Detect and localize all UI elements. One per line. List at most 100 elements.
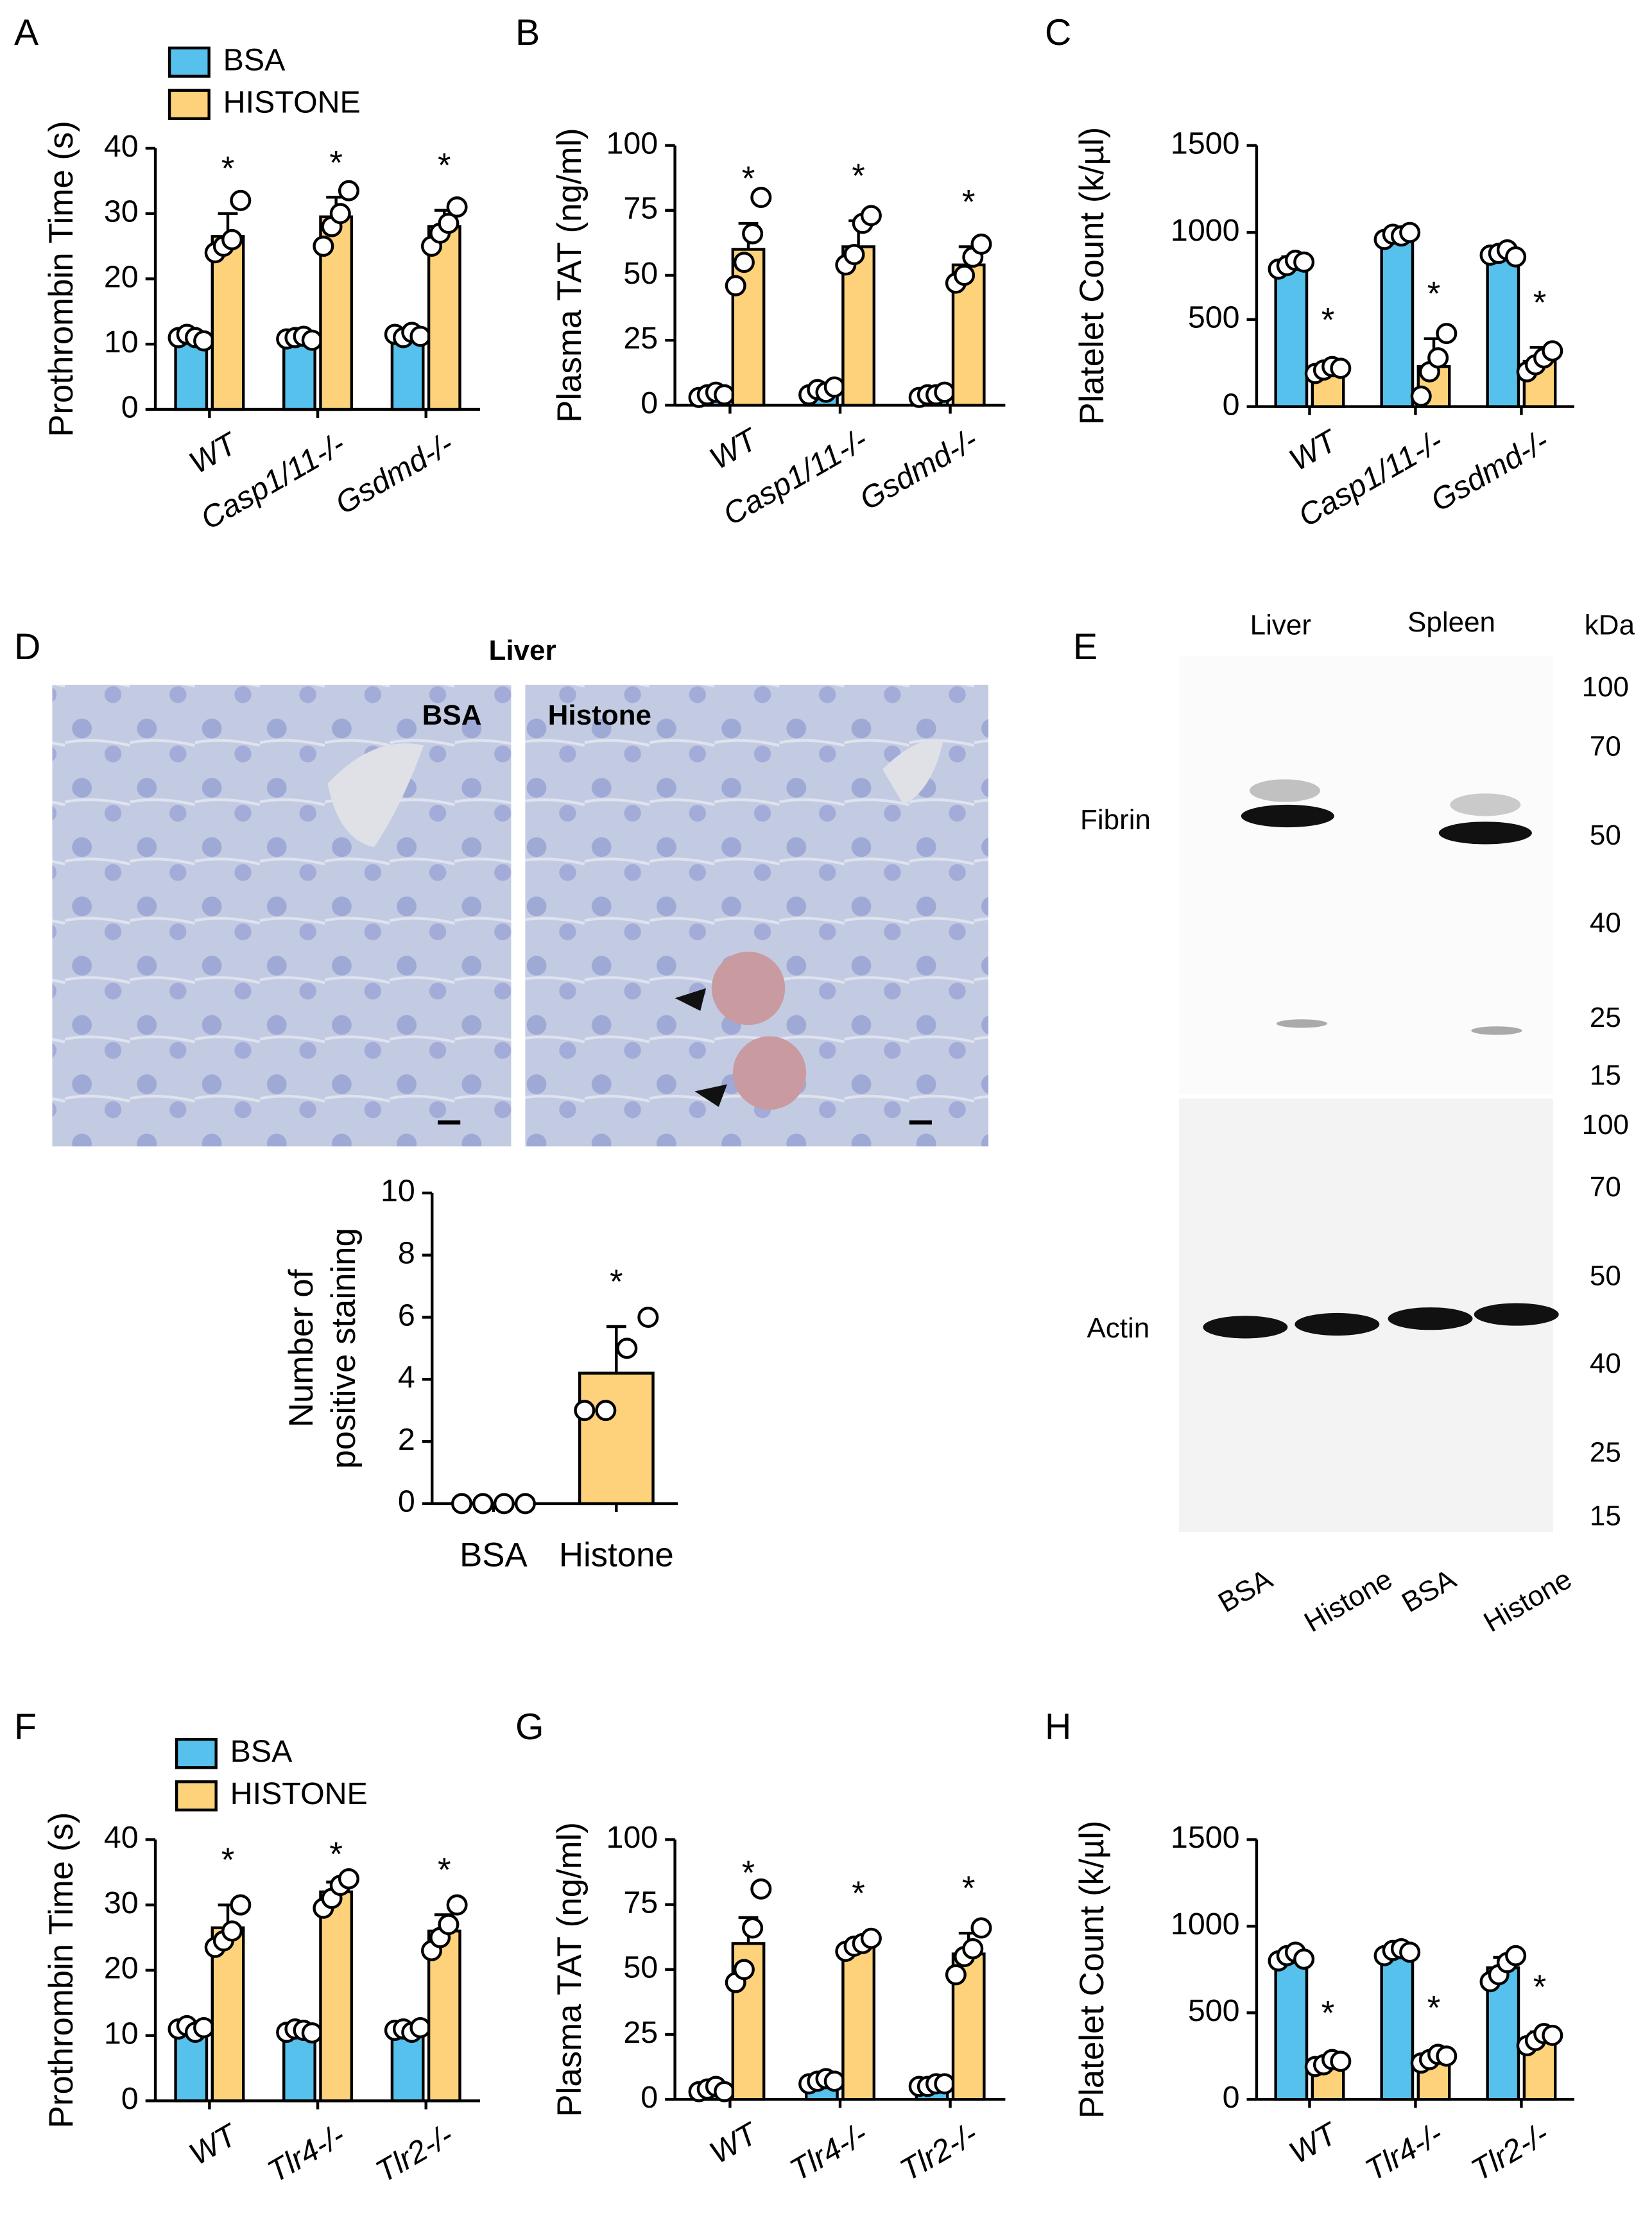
marker-label: 100	[1582, 1109, 1629, 1140]
y-axis-label: Prothrombin Time (s)	[42, 1812, 80, 2129]
legend-swatch	[175, 1780, 218, 1812]
marker-label: 100	[1582, 671, 1629, 703]
y-axis-label: Prothrombin Time (s)	[42, 121, 80, 437]
data-point	[1330, 2050, 1352, 2072]
band	[1295, 1312, 1380, 1336]
panel-label: H	[1045, 1706, 1071, 1748]
significance-mark: *	[962, 183, 976, 221]
tissue-label: Liver	[1250, 609, 1311, 640]
data-point	[1542, 2024, 1563, 2046]
data-point	[1293, 251, 1315, 273]
y-axis-label: Platelet Count (k/µl)	[1073, 127, 1111, 426]
data-point	[1505, 1945, 1527, 1966]
x-tick-label: WT	[704, 2115, 765, 2171]
data-point	[472, 1493, 494, 1515]
y-tick-label: 30	[104, 1886, 139, 1920]
data-point	[934, 381, 956, 403]
bar	[731, 248, 766, 407]
data-point	[1505, 246, 1527, 268]
data-point	[1542, 340, 1563, 362]
data-point	[409, 325, 431, 347]
y-tick-label: 40	[104, 1820, 139, 1855]
marker-label: 70	[1590, 1171, 1621, 1203]
error-bar	[606, 1325, 626, 1373]
significance-mark: *	[852, 1875, 865, 1913]
data-point	[1436, 323, 1458, 345]
data-point	[446, 196, 468, 218]
blot-membrane	[1178, 656, 1553, 1094]
panel-label: G	[515, 1706, 544, 1748]
x-tick-label: Tlr2-/-	[1465, 2117, 1554, 2188]
x-tick-label: WT	[184, 2117, 245, 2172]
significance-mark: *	[1533, 284, 1547, 322]
data-point	[1293, 1948, 1315, 1970]
y-axis-label: Number of	[282, 1269, 320, 1427]
data-point	[493, 1493, 515, 1515]
lane-label: Histone	[1478, 1563, 1577, 1638]
data-point	[742, 1917, 764, 1939]
data-point	[725, 275, 746, 297]
marker-label: 50	[1590, 1260, 1621, 1292]
histology-title: Liver	[488, 635, 556, 666]
y-tick-label: 6	[398, 1298, 415, 1332]
data-point	[843, 244, 865, 266]
data-point	[338, 180, 359, 202]
stain-blob	[711, 951, 786, 1026]
data-point	[595, 1400, 617, 1422]
band	[1438, 821, 1532, 845]
bar	[1274, 262, 1309, 408]
band	[1474, 1303, 1559, 1326]
panel-label: C	[1045, 12, 1071, 53]
data-point	[616, 1337, 638, 1359]
significance-mark: *	[1427, 1989, 1441, 2027]
bar	[578, 1371, 655, 1506]
marker-label: 40	[1590, 907, 1621, 939]
band	[1276, 1019, 1327, 1028]
panel-label: D	[14, 626, 40, 667]
marker-label: 70	[1590, 731, 1621, 762]
data-point	[329, 203, 351, 225]
data-point	[1427, 347, 1449, 369]
significance-mark: *	[438, 1851, 451, 1889]
significance-mark: *	[742, 1854, 755, 1892]
data-point	[714, 384, 736, 406]
legend-label: HISTONE	[230, 1776, 368, 1811]
y-tick-label: 50	[623, 256, 658, 291]
data-point	[193, 2016, 215, 2038]
legend-swatch	[175, 1738, 218, 1769]
data-point	[301, 2022, 323, 2044]
data-point	[823, 2070, 845, 2092]
y-tick-label: 20	[104, 1951, 139, 1986]
bar	[390, 334, 425, 411]
significance-mark: *	[852, 157, 865, 195]
data-point	[313, 236, 334, 257]
data-point	[574, 1400, 596, 1422]
y-tick-label: 100	[606, 126, 658, 160]
panel-label: A	[14, 12, 39, 53]
y-axis-label: Plasma TAT (ng/ml)	[551, 128, 589, 422]
data-point	[230, 189, 252, 211]
data-point	[742, 223, 764, 245]
data-point	[1399, 221, 1421, 243]
bar	[319, 1890, 354, 2102]
y-tick-label: 20	[104, 259, 139, 294]
x-tick-label: Gsdmd-/-	[1425, 424, 1554, 519]
significance-mark: *	[962, 1870, 976, 1907]
y-tick-label: 0	[641, 2080, 658, 2115]
significance-mark: *	[1533, 1968, 1547, 2006]
significance-mark: *	[221, 1841, 235, 1879]
y-tick-label: 1000	[1171, 1907, 1240, 1941]
legend-label: BSA	[230, 1734, 293, 1769]
data-point	[438, 1914, 460, 1936]
x-tick-label: WT	[1284, 422, 1345, 477]
y-tick-label: 0	[398, 1484, 415, 1519]
x-tick-label: Tlr4-/-	[262, 2118, 351, 2189]
y-axis-label: Platelet Count (k/µl)	[1073, 1821, 1111, 2119]
y-tick-label: 10	[104, 325, 139, 359]
marker-label: 15	[1590, 1500, 1621, 1531]
x-tick-label: Histone	[559, 1536, 674, 1574]
significance-mark: *	[329, 1835, 343, 1873]
y-tick-label: 0	[1223, 2080, 1240, 2115]
data-point	[193, 330, 215, 352]
y-tick-label: 10	[104, 2016, 139, 2050]
